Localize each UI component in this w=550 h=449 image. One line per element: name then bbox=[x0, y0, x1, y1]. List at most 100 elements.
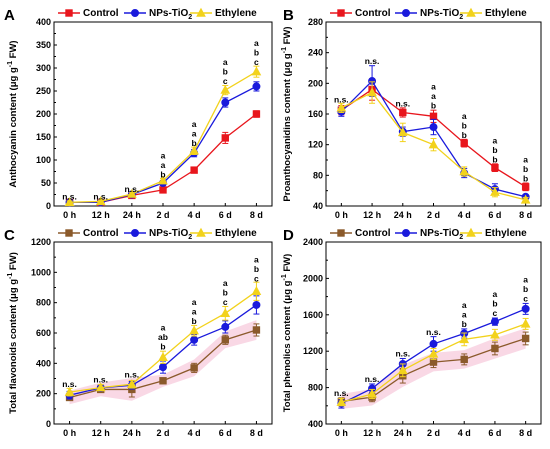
x-tick-label: 4 d bbox=[188, 210, 201, 220]
y-tick-label: 0 bbox=[46, 201, 51, 211]
data-point bbox=[367, 388, 377, 398]
x-tick-label: 6 d bbox=[219, 210, 232, 220]
significance-label: a bbox=[431, 82, 436, 92]
panel-letter: D bbox=[283, 227, 294, 244]
y-axis-label-sup: -1 bbox=[7, 61, 14, 67]
legend-label-main: Ethylene bbox=[485, 8, 527, 19]
chart-panel-a: A 0 50 100 150 200 250 300 350 400 0 h 12 h 24 h 2 d 4… bbox=[4, 7, 273, 220]
data-point bbox=[252, 300, 261, 309]
significance-label: a bbox=[223, 278, 228, 288]
panel-letter: B bbox=[283, 7, 294, 24]
significance-label: n.s. bbox=[365, 374, 380, 384]
y-tick-label: 200 bbox=[36, 109, 51, 119]
series-2 bbox=[336, 81, 531, 204]
data-point bbox=[491, 163, 499, 172]
significance-label: a bbox=[431, 91, 436, 101]
data-point bbox=[189, 145, 199, 155]
legend-marker bbox=[196, 7, 206, 17]
significance-label: n.s. bbox=[62, 379, 77, 389]
legend-label: NPs-TiO2 bbox=[149, 8, 192, 21]
x-tick-label: 6 d bbox=[488, 210, 501, 220]
x-tick-label: 6 d bbox=[488, 428, 501, 438]
data-point bbox=[190, 364, 198, 372]
y-axis-label-tail: FW) bbox=[282, 26, 293, 47]
legend-label: Ethylene bbox=[485, 8, 527, 19]
significance-label: n.s. bbox=[125, 370, 140, 380]
data-point bbox=[221, 98, 230, 107]
data-point bbox=[460, 139, 468, 147]
x-tick-label: 4 d bbox=[458, 210, 471, 220]
legend-marker bbox=[466, 7, 476, 17]
y-tick-label: 1200 bbox=[303, 346, 323, 356]
data-point bbox=[460, 355, 468, 364]
legend-label-main: NPs-TiO bbox=[420, 228, 459, 239]
significance-label: b bbox=[192, 316, 197, 326]
y-tick-label: 100 bbox=[36, 155, 51, 165]
legend-item: Ethylene bbox=[460, 7, 527, 19]
y-axis-label-main: Total phenolics content (μg g bbox=[282, 280, 293, 412]
legend-label-main: NPs-TiO bbox=[420, 8, 459, 19]
legend-label: NPs-TiO2 bbox=[420, 8, 463, 21]
data-point bbox=[397, 365, 408, 375]
x-tick-label: 12 h bbox=[363, 428, 381, 438]
legend-label: NPs-TiO2 bbox=[149, 228, 192, 241]
legend-label-main: Ethylene bbox=[215, 228, 257, 239]
significance-label: a bbox=[223, 57, 228, 67]
data-point bbox=[520, 194, 531, 204]
legend-label: Ethylene bbox=[215, 228, 257, 239]
data-point bbox=[159, 186, 167, 194]
y-tick-label: 0 bbox=[46, 419, 51, 429]
legend-label: Control bbox=[355, 228, 391, 239]
significance-label: c bbox=[223, 297, 228, 307]
significance-label: n.s. bbox=[62, 192, 77, 202]
legend-label-sub: 2 bbox=[459, 234, 463, 241]
data-point bbox=[95, 196, 106, 206]
y-axis-label-tail: FW) bbox=[282, 254, 293, 275]
significance-label: b bbox=[523, 164, 528, 174]
significance-label: a bbox=[161, 160, 166, 170]
legend-marker bbox=[131, 229, 139, 237]
legend-label: Control bbox=[83, 8, 119, 19]
legend-item: Control bbox=[330, 228, 391, 239]
data-point bbox=[64, 386, 75, 396]
significance-label: c bbox=[254, 57, 259, 67]
significance-label: c bbox=[523, 294, 528, 304]
data-point bbox=[429, 339, 438, 348]
x-tick-label: 2 d bbox=[156, 210, 169, 220]
y-axis-label-sup: -1 bbox=[281, 274, 288, 280]
data-point bbox=[490, 186, 500, 196]
data-point bbox=[95, 382, 106, 392]
significance-label: a bbox=[161, 150, 166, 160]
significance-label: b bbox=[254, 264, 259, 274]
significance-label: c bbox=[493, 308, 498, 318]
series-2 bbox=[64, 65, 262, 207]
significance-label: b bbox=[462, 130, 467, 140]
significance-label: b bbox=[160, 169, 165, 179]
y-axis-label: Total flavonoids content (μg g-1 FW) bbox=[7, 252, 19, 414]
data-point bbox=[336, 396, 347, 406]
y-tick-label: 240 bbox=[308, 48, 323, 58]
legend-label-sub: 2 bbox=[459, 14, 463, 21]
data-point bbox=[459, 166, 470, 176]
chart-panel-b: B 40 80 120 160 200 240 280 0 h 12 h 24 h 2 d 4 d 6 d… bbox=[281, 7, 542, 220]
significance-label: b bbox=[462, 319, 467, 329]
x-tick-label: 12 h bbox=[92, 428, 110, 438]
legend-label-main: Control bbox=[355, 228, 391, 239]
data-point bbox=[159, 377, 167, 385]
x-tick-label: 0 h bbox=[335, 428, 348, 438]
data-point bbox=[252, 110, 261, 118]
x-tick-label: 4 d bbox=[188, 428, 201, 438]
data-point bbox=[490, 317, 499, 326]
significance-label: ab bbox=[158, 332, 168, 342]
significance-label: a bbox=[462, 310, 467, 320]
x-tick-label: 24 h bbox=[123, 210, 141, 220]
significance-label: b bbox=[492, 145, 497, 155]
legend-label-main: Control bbox=[83, 228, 119, 239]
y-axis-label: Anthocyanin content (μg g-1 FW) bbox=[7, 40, 19, 187]
significance-label: a bbox=[254, 254, 259, 264]
x-tick-label: 24 h bbox=[394, 428, 412, 438]
legend-label-main: NPs-TiO bbox=[149, 228, 188, 239]
significance-label: c bbox=[223, 76, 228, 86]
data-point bbox=[190, 335, 199, 344]
